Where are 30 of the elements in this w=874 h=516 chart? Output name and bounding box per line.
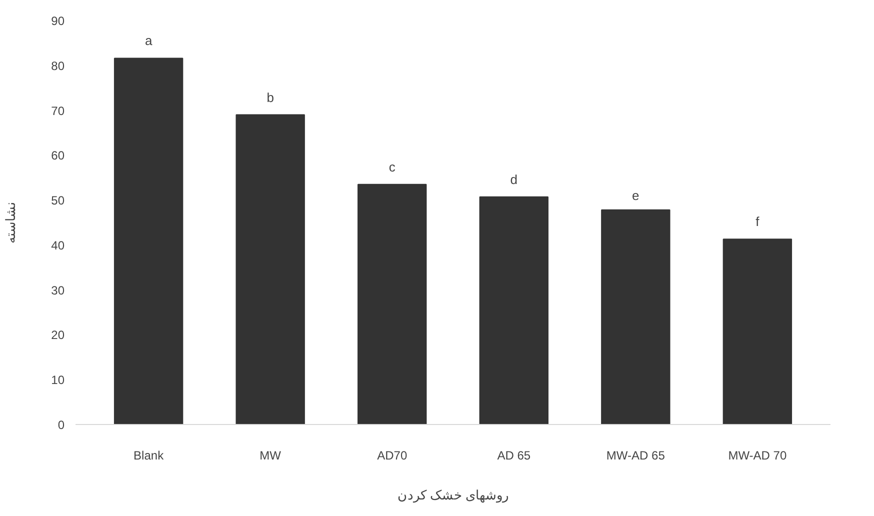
y-tick-label: 40 bbox=[51, 238, 65, 252]
x-tick-label: MW-AD 70 bbox=[728, 448, 787, 462]
annotation: b bbox=[266, 90, 274, 105]
x-tick-label: MW-AD 65 bbox=[606, 448, 666, 462]
bar bbox=[358, 184, 427, 424]
annotation: c bbox=[388, 159, 396, 174]
y-tick-label: 50 bbox=[51, 194, 65, 208]
y-axis-title: نشاسته bbox=[3, 202, 18, 244]
y-tick-label: 10 bbox=[51, 373, 65, 388]
annotation: e bbox=[632, 188, 640, 203]
x-tick-label: MW bbox=[260, 448, 282, 462]
bar bbox=[601, 209, 670, 424]
x-tick-label: Blank bbox=[134, 448, 165, 462]
bar bbox=[722, 238, 792, 424]
annotation: d bbox=[510, 172, 518, 187]
x-axis-title: روشهای خشک کردن bbox=[397, 488, 509, 504]
annotation: a bbox=[144, 33, 153, 48]
bar bbox=[236, 114, 305, 424]
y-tick-label: 20 bbox=[51, 328, 65, 342]
y-tick-label: 90 bbox=[51, 14, 65, 28]
y-tick-label: 80 bbox=[51, 58, 65, 73]
y-tick-label: 60 bbox=[51, 148, 65, 163]
x-tick-label: AD 65 bbox=[497, 448, 531, 462]
x-tick-label: AD70 bbox=[377, 448, 408, 462]
annotation: f bbox=[756, 214, 760, 230]
bar bbox=[479, 196, 548, 424]
y-tick-label: 70 bbox=[51, 104, 65, 118]
y-tick-label: 30 bbox=[51, 283, 65, 298]
y-tick-label: 0 bbox=[58, 418, 65, 432]
bar bbox=[114, 58, 184, 424]
